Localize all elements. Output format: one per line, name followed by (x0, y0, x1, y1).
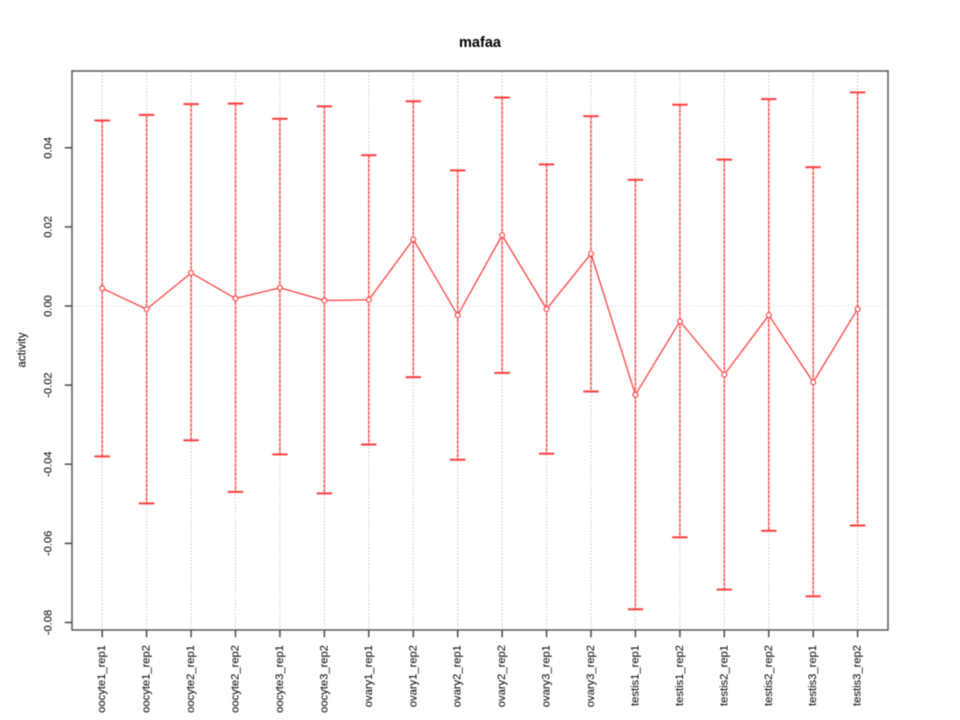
svg-text:testis2_rep1: testis2_rep1 (718, 645, 730, 706)
svg-text:oocyte2_rep1: oocyte2_rep1 (185, 645, 197, 713)
svg-text:0.04: 0.04 (43, 137, 55, 159)
svg-text:testis2_rep2: testis2_rep2 (763, 645, 775, 706)
svg-text:-0.04: -0.04 (43, 451, 55, 477)
svg-text:testis3_rep2: testis3_rep2 (852, 645, 864, 706)
svg-text:testis3_rep1: testis3_rep1 (807, 645, 819, 706)
svg-text:testis1_rep2: testis1_rep2 (674, 645, 686, 706)
svg-text:-0.08: -0.08 (43, 610, 55, 636)
svg-text:mafaa: mafaa (459, 35, 502, 51)
svg-text:oocyte2_rep2: oocyte2_rep2 (230, 645, 242, 713)
svg-text:ovary2_rep1: ovary2_rep1 (452, 645, 464, 707)
svg-text:ovary2_rep2: ovary2_rep2 (496, 645, 508, 707)
svg-text:0.00: 0.00 (43, 295, 55, 317)
svg-text:oocyte1_rep1: oocyte1_rep1 (96, 645, 108, 713)
svg-text:-0.06: -0.06 (43, 531, 55, 557)
svg-text:oocyte3_rep1: oocyte3_rep1 (274, 645, 286, 713)
svg-text:oocyte1_rep2: oocyte1_rep2 (141, 645, 153, 713)
svg-text:activity: activity (17, 332, 29, 367)
svg-text:ovary3_rep2: ovary3_rep2 (585, 645, 597, 707)
svg-text:0.02: 0.02 (43, 216, 55, 238)
svg-text:ovary3_rep1: ovary3_rep1 (541, 645, 553, 707)
svg-text:ovary1_rep1: ovary1_rep1 (363, 645, 375, 707)
svg-text:-0.02: -0.02 (43, 372, 55, 398)
svg-text:ovary1_rep2: ovary1_rep2 (407, 645, 419, 707)
svg-text:testis1_rep1: testis1_rep1 (629, 645, 641, 706)
svg-text:oocyte3_rep2: oocyte3_rep2 (318, 645, 330, 713)
